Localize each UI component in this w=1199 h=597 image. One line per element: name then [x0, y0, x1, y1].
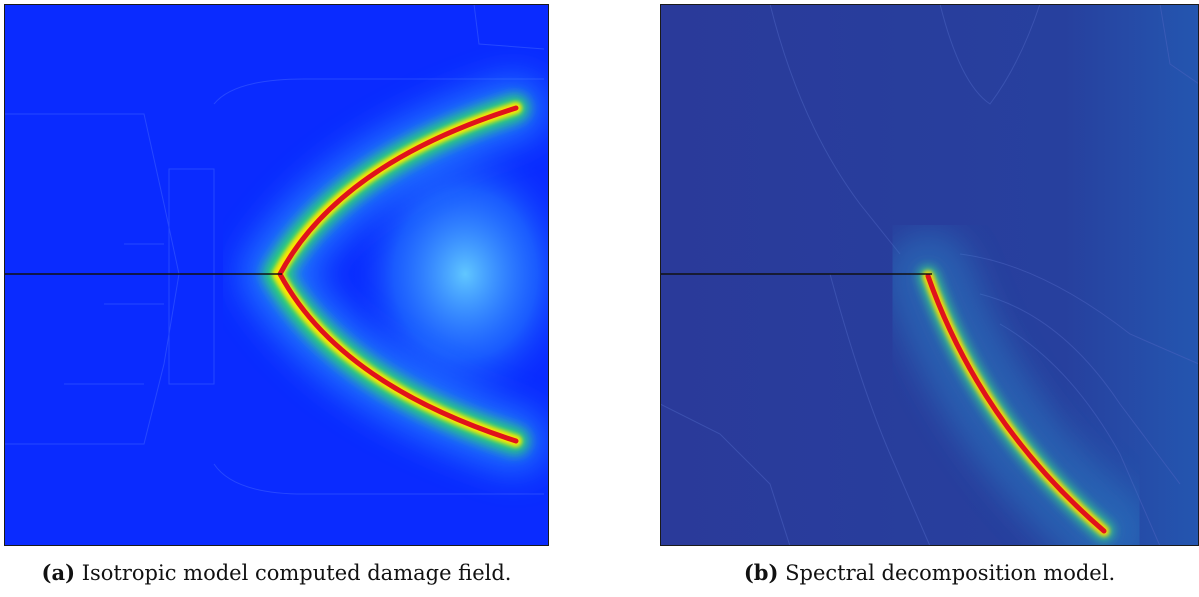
spectral-field-image [660, 4, 1199, 546]
field-glow [234, 74, 549, 474]
crack-band [883, 231, 1149, 546]
caption-label-a: (a) [41, 560, 76, 585]
mesh-contours [660, 4, 1199, 546]
caption-text-a: Isotropic model computed damage field. [81, 561, 512, 585]
damage-field-spectral [660, 4, 1199, 546]
figure-caption-b: (b) Spectral decomposition model. [660, 560, 1199, 585]
damage-field-isotropic [4, 4, 549, 546]
crack-band [242, 78, 546, 471]
panel-border [4, 4, 549, 546]
isotropic-field-image [4, 4, 549, 546]
caption-label-b: (b) [743, 560, 779, 585]
mesh-contours [4, 4, 545, 495]
figure-caption-a: (a) Isotropic model computed damage fiel… [4, 560, 549, 585]
caption-text-b: Spectral decomposition model. [785, 561, 1116, 585]
